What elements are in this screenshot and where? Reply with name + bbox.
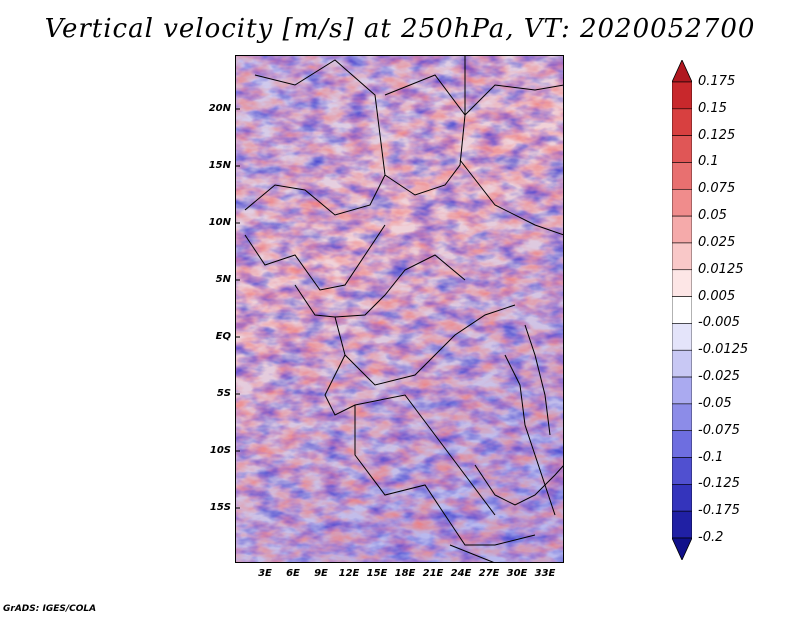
map-frame [235,55,564,563]
colorbar-segment [672,510,692,539]
colorbar-segment [672,135,692,163]
country-borders [235,55,564,563]
lat-label: 15S [209,502,231,513]
colorbar-segment [672,242,692,271]
lon-label: 15E [366,568,388,579]
colorbar-label: -0.025 [698,369,740,385]
lon-label: 6E [286,568,300,579]
colorbar-label: -0.1 [698,449,724,465]
lat-label: EQ [215,331,231,342]
colorbar-label: -0.2 [698,530,724,545]
colorbar-bottom-triangle [672,537,692,560]
colorbar-segment [672,430,692,458]
colorbar-top-triangle [672,60,692,83]
lat-label: 15N [208,160,231,171]
colorbar-label: 0.0125 [698,261,744,277]
velocity-field [235,55,564,563]
colorbar-segment [672,349,692,378]
lon-label: 21E [422,568,444,579]
credit-text: GrADS: IGES/COLA [3,604,97,614]
colorbar-label: -0.175 [698,503,740,519]
colorbar-label: -0.125 [698,476,740,492]
lon-label: 3E [258,568,272,579]
colorbar [672,60,692,560]
colorbar-label: 0.1 [698,154,719,170]
colorbar-label: 0.075 [698,181,736,197]
colorbar-segment [672,108,692,136]
colorbar-label: 0.15 [698,100,727,116]
colorbar-label: -0.075 [698,422,740,438]
velocity-map [235,55,564,563]
colorbar-label: 0.005 [698,288,736,304]
colorbar-label: -0.05 [698,395,732,411]
lat-label: 5N [215,274,231,285]
colorbar-segment [672,323,692,351]
colorbar-segment [672,162,692,190]
colorbar-label: 0.175 [698,74,736,89]
lat-label: 10N [208,217,231,228]
colorbar-label: 0.05 [698,208,727,224]
lon-label: 30E [506,568,528,579]
lon-label: 9E [314,568,328,579]
lon-label: 24E [450,568,472,579]
colorbar-segment [672,376,692,405]
lon-label: 27E [478,568,500,579]
lon-label: 18E [394,568,416,579]
lat-label: 5S [216,388,231,399]
colorbar-label: 0.125 [698,127,736,143]
colorbar-segment [672,269,692,297]
colorbar-segment [672,81,692,110]
lat-label: 20N [208,103,231,114]
colorbar-segment [672,457,692,485]
colorbar-label: 0.025 [698,234,736,250]
lon-label: 33E [534,568,556,579]
lat-label: 10S [209,445,231,456]
colorbar-segment [672,188,692,217]
chart-title: Vertical velocity [m/s] at 250hPa, VT: 2… [44,14,756,44]
colorbar-label: -0.005 [698,315,740,331]
colorbar-segment [672,296,692,324]
colorbar-segment [672,215,692,244]
lon-label: 12E [338,568,360,579]
colorbar-segment [672,484,692,512]
colorbar-label: -0.0125 [698,342,749,358]
colorbar-segment [672,403,692,432]
